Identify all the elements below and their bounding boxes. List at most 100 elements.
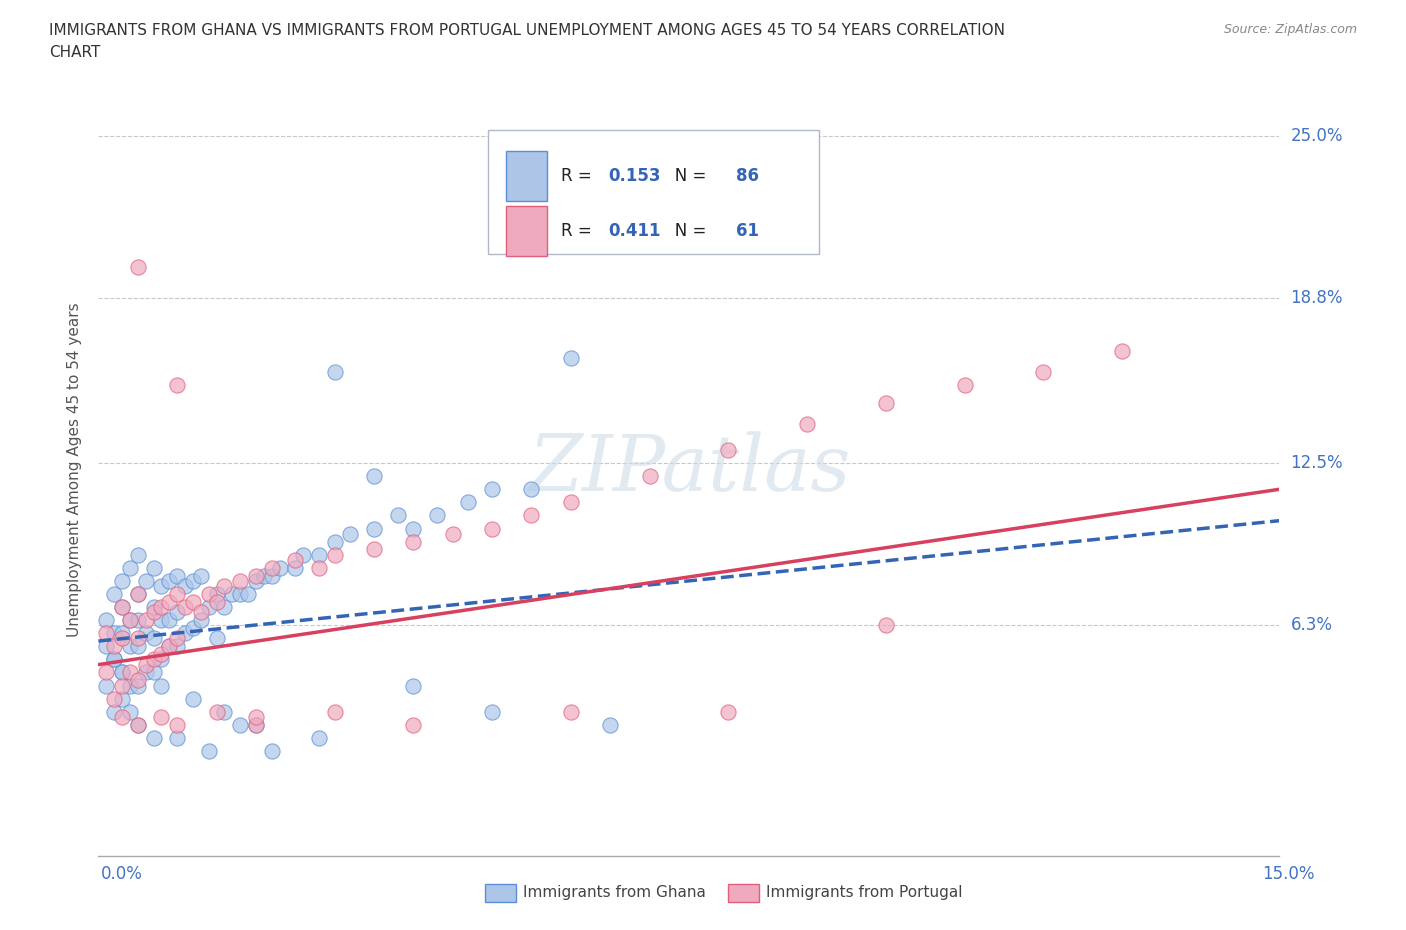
Point <box>190 568 212 583</box>
Point <box>96 639 118 654</box>
Point <box>118 613 141 628</box>
Text: Immigrants from Ghana: Immigrants from Ghana <box>523 885 706 900</box>
Point <box>284 552 307 567</box>
Point <box>150 578 173 593</box>
Point <box>205 704 228 719</box>
Point <box>142 665 165 680</box>
Point <box>402 678 425 693</box>
Point <box>127 678 149 693</box>
Point <box>111 626 134 641</box>
Point <box>205 631 228 645</box>
Point <box>1032 364 1054 379</box>
Point <box>142 631 165 645</box>
Point <box>387 508 409 523</box>
Point <box>96 678 118 693</box>
Point <box>308 561 330 576</box>
Point <box>197 587 219 602</box>
Point <box>190 604 212 619</box>
Point <box>308 547 330 562</box>
Point <box>229 574 252 589</box>
Point <box>157 574 180 589</box>
Point <box>166 730 188 745</box>
Point <box>135 574 157 589</box>
Point <box>197 600 219 615</box>
Point <box>103 639 125 654</box>
Point <box>127 587 149 602</box>
Text: CHART: CHART <box>49 45 101 60</box>
Point <box>214 578 236 593</box>
Point <box>118 613 141 628</box>
Text: 86: 86 <box>737 166 759 185</box>
Point <box>253 568 276 583</box>
Point <box>520 508 543 523</box>
Point <box>127 639 149 654</box>
Point <box>111 574 134 589</box>
Text: ZIPatlas: ZIPatlas <box>527 432 851 508</box>
Point <box>1111 343 1133 358</box>
Point <box>103 626 125 641</box>
Text: 0.0%: 0.0% <box>101 865 143 884</box>
Text: 12.5%: 12.5% <box>1291 454 1343 472</box>
Point <box>638 469 661 484</box>
Point <box>166 604 188 619</box>
Point <box>363 542 385 557</box>
Point <box>796 417 818 432</box>
Point <box>111 710 134 724</box>
Point <box>166 631 188 645</box>
Point <box>96 613 118 628</box>
Point <box>127 547 149 562</box>
Point <box>363 469 385 484</box>
Point <box>481 521 503 536</box>
Point <box>363 521 385 536</box>
Point <box>166 639 188 654</box>
Point <box>142 561 165 576</box>
Point <box>402 521 425 536</box>
Point <box>260 743 283 758</box>
Point <box>181 574 204 589</box>
FancyBboxPatch shape <box>506 206 547 257</box>
Point <box>166 717 188 732</box>
Text: Immigrants from Portugal: Immigrants from Portugal <box>766 885 963 900</box>
Text: 6.3%: 6.3% <box>1291 617 1333 634</box>
Point <box>481 704 503 719</box>
Point <box>953 378 976 392</box>
Point <box>402 534 425 549</box>
Point <box>118 704 141 719</box>
Point <box>103 587 125 602</box>
Point <box>292 547 315 562</box>
Point <box>260 561 283 576</box>
Point <box>520 482 543 497</box>
Point <box>135 613 157 628</box>
Text: N =: N = <box>659 222 711 240</box>
Text: R =: R = <box>561 222 598 240</box>
Point <box>96 626 118 641</box>
Point <box>457 495 479 510</box>
Text: 61: 61 <box>737 222 759 240</box>
Point <box>150 600 173 615</box>
Point <box>103 691 125 706</box>
Point <box>127 587 149 602</box>
Point <box>190 613 212 628</box>
Point <box>111 665 134 680</box>
Point <box>214 600 236 615</box>
Point <box>150 613 173 628</box>
Point <box>560 351 582 365</box>
Point <box>245 717 267 732</box>
Point <box>236 587 259 602</box>
Point <box>150 652 173 667</box>
Point <box>308 730 330 745</box>
Text: R =: R = <box>561 166 598 185</box>
Point <box>875 618 897 632</box>
Point <box>157 639 180 654</box>
Point <box>197 743 219 758</box>
Point <box>166 378 188 392</box>
Y-axis label: Unemployment Among Ages 45 to 54 years: Unemployment Among Ages 45 to 54 years <box>67 302 83 637</box>
Point <box>229 587 252 602</box>
Point <box>245 568 267 583</box>
Text: Source: ZipAtlas.com: Source: ZipAtlas.com <box>1223 23 1357 36</box>
Point <box>111 691 134 706</box>
Point <box>118 561 141 576</box>
Point <box>103 652 125 667</box>
Point <box>142 730 165 745</box>
Point <box>205 587 228 602</box>
